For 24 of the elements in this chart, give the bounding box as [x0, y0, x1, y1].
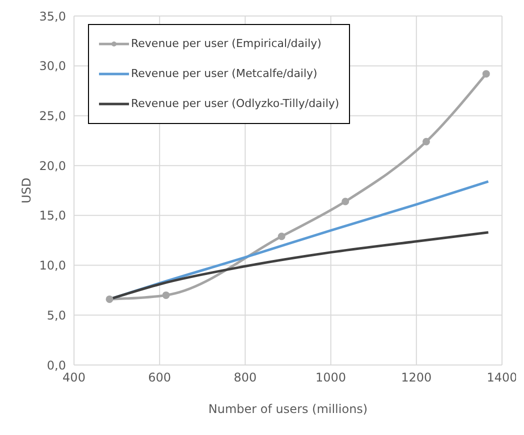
- y-tick-label: 0,0: [46, 358, 66, 372]
- y-tick-label: 15,0: [39, 208, 66, 223]
- legend-label: Revenue per user (Odlyzko-Tilly/daily): [131, 96, 340, 112]
- legend-label: Revenue per user (Empirical/daily): [131, 36, 322, 52]
- point: [162, 291, 170, 299]
- point: [278, 232, 286, 240]
- x-tick-label: 800: [234, 370, 257, 385]
- y-tick-label: 10,0: [39, 258, 66, 273]
- y-tick-label: 25,0: [39, 108, 66, 123]
- y-tick-label: 20,0: [39, 158, 66, 173]
- point: [342, 198, 350, 206]
- y-axis-title: USD: [19, 178, 34, 204]
- point: [422, 138, 430, 146]
- y-tick-label: 30,0: [39, 59, 66, 74]
- y-tick-label: 5,0: [46, 308, 66, 322]
- x-axis-title: Number of users (millions): [208, 402, 368, 416]
- point: [482, 70, 490, 78]
- legend-label: Revenue per user (Metcalfe/daily): [131, 66, 318, 82]
- x-tick-label: 400: [62, 370, 86, 385]
- x-tick-label: 600: [148, 370, 172, 385]
- point: [106, 295, 114, 303]
- x-tick-label: 1200: [401, 370, 432, 385]
- x-tick-label: 1000: [316, 370, 346, 385]
- y-tick-label: 35,0: [39, 9, 66, 24]
